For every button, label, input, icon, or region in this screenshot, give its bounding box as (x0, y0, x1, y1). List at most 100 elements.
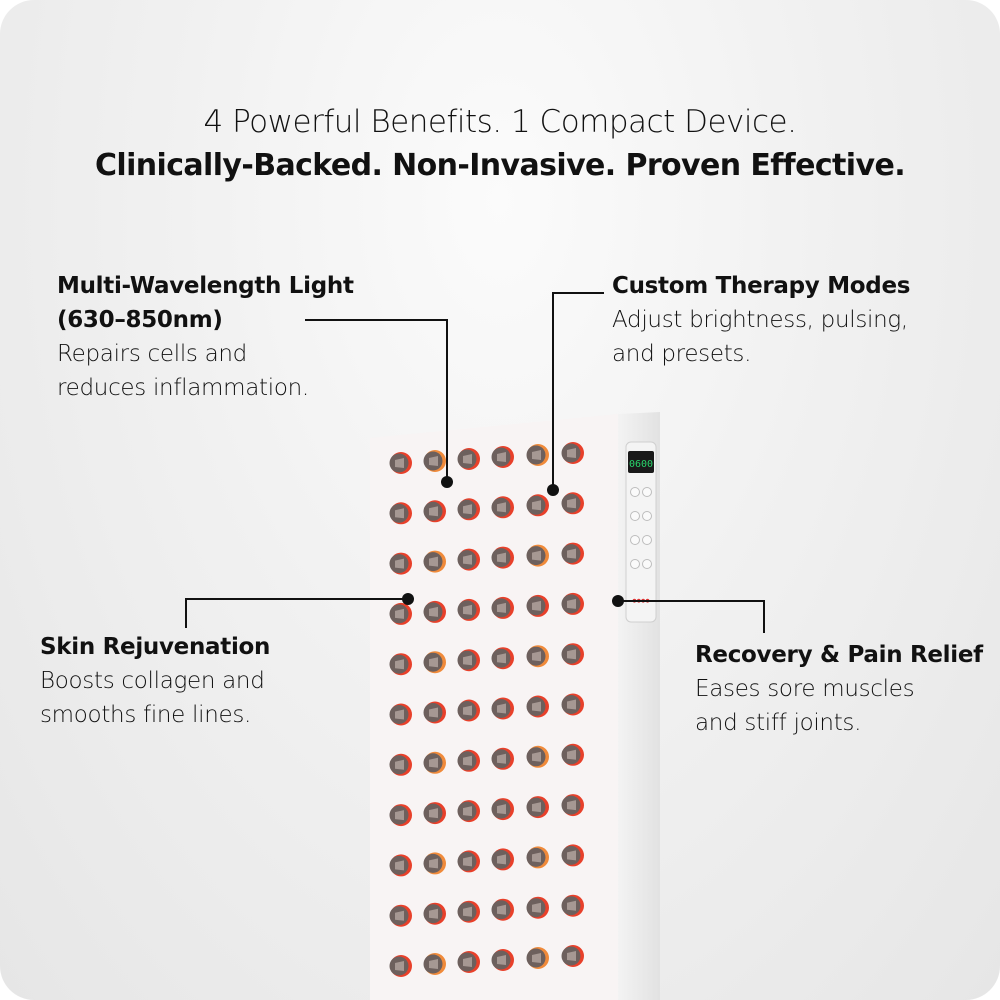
led-bulb (491, 747, 514, 770)
control-button (630, 535, 640, 545)
led-bulb (561, 894, 584, 917)
led-bulb (457, 951, 480, 973)
callout-desc: Boosts collagen and (40, 668, 265, 694)
callout-desc: Repairs cells and (57, 341, 247, 367)
led-bulb (561, 643, 584, 666)
callout-title: (630–850nm) (57, 307, 223, 333)
led-bulb (457, 900, 480, 923)
led-bulb (526, 745, 549, 768)
control-button (642, 487, 652, 497)
callout-recovery: Recovery & Pain Relief Eases sore muscle… (695, 638, 983, 740)
led-bulb (389, 804, 412, 827)
led-bulb (423, 450, 446, 472)
callout-desc: reduces inflammation. (57, 375, 309, 401)
led-bulb (491, 848, 514, 871)
control-button (630, 559, 640, 569)
led-bulb (526, 896, 549, 919)
led-bulb (526, 494, 549, 517)
callout-title: Custom Therapy Modes (612, 273, 911, 299)
led-bulb (491, 647, 514, 670)
led-bulb (457, 598, 480, 621)
led-bulb (561, 693, 584, 716)
led-bulb (561, 542, 584, 565)
led-display-text: 0600 (629, 459, 653, 470)
callout-desc: and stiff joints. (695, 710, 862, 736)
led-bulb (457, 448, 480, 470)
led-bulb (561, 743, 584, 766)
led-bulb (526, 796, 549, 819)
led-bulb (423, 902, 446, 925)
led-bulb (423, 852, 446, 875)
led-bulb (526, 695, 549, 718)
led-bulb (457, 548, 480, 571)
led-bulb (561, 794, 584, 817)
led-grid (389, 442, 584, 977)
callout-dot (402, 593, 414, 605)
led-bulb (423, 600, 446, 623)
led-bulb (561, 945, 584, 967)
led-bulb (423, 500, 446, 523)
control-button (630, 511, 640, 521)
led-bulb (491, 898, 514, 921)
led-bulb (457, 699, 480, 722)
led-bulb (526, 645, 549, 668)
led-bulb (457, 850, 480, 873)
control-button (630, 487, 640, 497)
led-bulb (389, 452, 412, 474)
callout-line-recovery (618, 600, 765, 633)
callout-desc: Adjust brightness, pulsing, (612, 307, 908, 333)
led-bulb (526, 544, 549, 567)
callout-desc: Eases sore muscles (695, 676, 915, 702)
led-bulb (491, 697, 514, 720)
callout-wavelength: Multi-Wavelength Light (630–850nm) Repai… (57, 269, 354, 405)
led-bulb (561, 492, 584, 515)
led-bulb (491, 496, 514, 519)
callout-desc: and presets. (612, 341, 752, 367)
led-bulb (491, 798, 514, 821)
led-bulb (389, 502, 412, 525)
callout-line-wavelength (305, 319, 448, 482)
callout-title: Recovery & Pain Relief (695, 642, 983, 668)
led-bulb (491, 546, 514, 569)
control-button (642, 535, 652, 545)
led-bulb (491, 596, 514, 619)
led-bulb (389, 904, 412, 927)
led-bulb (457, 649, 480, 672)
callout-lines (185, 292, 765, 633)
control-button (642, 559, 652, 569)
led-bulb (491, 949, 514, 971)
control-button (642, 511, 652, 521)
callout-line-skin (185, 598, 408, 628)
led-bulb (389, 753, 412, 776)
headline-primary: 4 Powerful Benefits. 1 Compact Device. (203, 104, 797, 140)
led-display (628, 451, 654, 473)
callout-dot (612, 595, 624, 607)
led-bulb (457, 800, 480, 823)
callout-title: Skin Rejuvenation (40, 634, 271, 660)
led-bulb (423, 701, 446, 724)
led-bulb (561, 844, 584, 867)
led-bulb (561, 442, 584, 464)
led-bulb (423, 953, 446, 975)
callout-skin: Skin Rejuvenation Boosts collagen and sm… (40, 630, 270, 732)
led-bulb (457, 498, 480, 521)
led-bulb (423, 651, 446, 674)
callout-dots (402, 476, 624, 607)
callout-line-modes (552, 292, 604, 490)
led-bulb (389, 602, 412, 625)
led-bulb (526, 444, 549, 466)
led-bulb (389, 703, 412, 726)
led-bulb (526, 947, 549, 969)
callout-modes: Custom Therapy Modes Adjust brightness, … (612, 269, 910, 371)
led-bulb (457, 749, 480, 772)
led-bulb (389, 653, 412, 676)
callout-title: Multi-Wavelength Light (57, 273, 354, 299)
led-bulb (526, 846, 549, 869)
led-bulb (491, 446, 514, 468)
callout-desc: smooths fine lines. (40, 702, 252, 728)
led-bulb (423, 802, 446, 825)
control-panel (625, 441, 657, 623)
headline-secondary: Clinically-Backed. Non-Invasive. Proven … (94, 148, 906, 183)
